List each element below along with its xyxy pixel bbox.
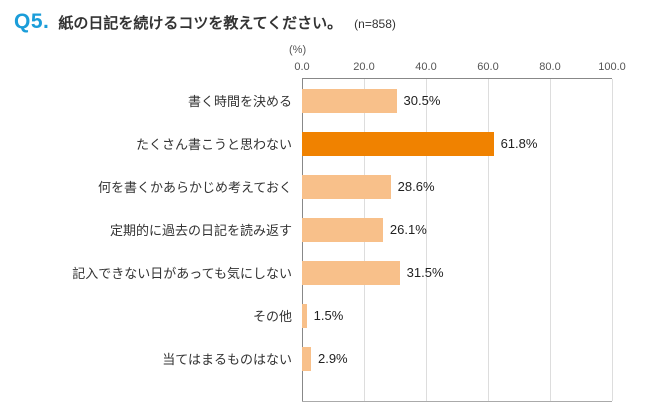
category-label: 定期的に過去の日記を読み返す xyxy=(109,223,292,238)
value-label: 28.6% xyxy=(397,179,435,194)
bar-track: 26.1% xyxy=(302,217,650,242)
chart-row: 何を書くかあらかじめ考えておく 28.6% xyxy=(0,165,650,208)
category-label: 記入できない日があっても気にしない xyxy=(72,266,292,281)
bar xyxy=(302,303,307,328)
value-label: 2.9% xyxy=(317,351,348,366)
chart-row: たくさん書こうと思わない 61.8% xyxy=(0,122,650,165)
bar xyxy=(302,346,311,371)
x-axis-tick-label: 20.0 xyxy=(353,61,375,73)
chart-row: その他 1.5% xyxy=(0,294,650,337)
category-label: その他 xyxy=(252,309,292,324)
chart-row: 定期的に過去の日記を読み返す 26.1% xyxy=(0,208,650,251)
x-axis-ticks: 0.0 20.0 40.0 60.0 80.0 100.0 xyxy=(294,61,625,75)
bar xyxy=(302,88,397,113)
chart-row: 書く時間を決める 30.5% xyxy=(0,79,650,122)
sample-size: (n=858) xyxy=(354,17,396,31)
gridline xyxy=(488,79,489,401)
unit-label: (%) xyxy=(289,44,307,56)
bar-track: 2.9% xyxy=(302,346,650,371)
gridline xyxy=(612,79,613,401)
chart-rows: 書く時間を決める 30.5% たくさん書こうと思わない 61.8% 何を書くかあらかじめ… xyxy=(0,79,650,380)
bar-track: 31.5% xyxy=(302,260,650,285)
bar-track: 61.8% xyxy=(302,131,650,156)
x-axis-tick-label: 100.0 xyxy=(598,61,626,73)
chart-row: 当てはまるものはない 2.9% xyxy=(0,337,650,380)
bar xyxy=(302,217,383,242)
value-label: 30.5% xyxy=(403,93,441,108)
bar-highlighted xyxy=(302,131,494,156)
value-label: 1.5% xyxy=(313,308,344,323)
value-label: 61.8% xyxy=(500,136,538,151)
x-axis-tick-label: 40.0 xyxy=(415,61,437,73)
category-label: たくさん書こうと思わない xyxy=(135,137,292,152)
category-label: 書く時間を決める xyxy=(187,94,292,109)
gridline xyxy=(550,79,551,401)
bar-track: 28.6% xyxy=(302,174,650,199)
x-axis-tick-label: 60.0 xyxy=(477,61,499,73)
question-number: Q5. xyxy=(14,10,50,33)
chart-header: Q5. 紙の日記を続けるコツを教えてください。 (n=858) xyxy=(14,10,396,34)
bar-track: 1.5% xyxy=(302,303,650,328)
bar xyxy=(302,260,400,285)
question-title: 紙の日記を続けるコツを教えてください。 xyxy=(58,15,343,32)
x-axis-tick-label: 80.0 xyxy=(539,61,561,73)
chart-row: 記入できない日があっても気にしない 31.5% xyxy=(0,251,650,294)
bar-track: 30.5% xyxy=(302,88,650,113)
x-axis-tick-label: 0.0 xyxy=(294,61,310,73)
gridline xyxy=(426,79,427,401)
value-label: 31.5% xyxy=(406,265,444,280)
bar xyxy=(302,174,391,199)
value-label: 26.1% xyxy=(389,222,427,237)
category-label: 当てはまるものはない xyxy=(162,352,292,367)
category-label: 何を書くかあらかじめ考えておく xyxy=(98,180,292,195)
